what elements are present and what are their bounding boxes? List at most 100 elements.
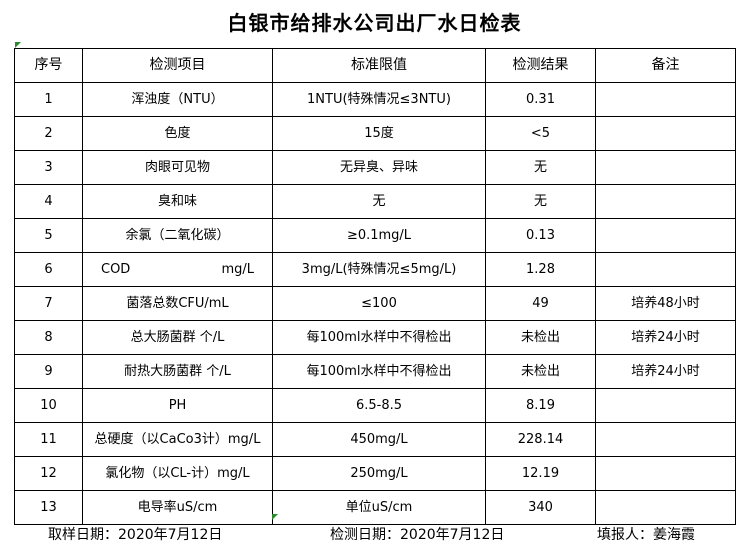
column-header-item: 检测项目	[82, 48, 273, 83]
cell-res-text: 无	[533, 194, 547, 209]
cell-std-text: 无	[372, 194, 386, 209]
cell-res: 8.19	[485, 388, 596, 423]
cell-std: 3mg/L(特殊情况≤5mg/L)	[272, 252, 486, 287]
cell-std: 15度	[272, 116, 486, 151]
cell-std-text: 无异臭、异味	[339, 160, 418, 175]
cell-item-text: 臭和味	[157, 194, 197, 209]
cell-res-text: <5	[530, 126, 551, 141]
cell-std-text: 3mg/L(特殊情况≤5mg/L)	[301, 262, 457, 277]
cell-item: 余氯（二氧化碳）	[82, 218, 273, 253]
cell-item: 电导率uS/cm	[82, 490, 273, 525]
cell-res: 0.31	[485, 82, 596, 117]
cell-res-text: 无	[533, 160, 547, 175]
cell-no: 10	[14, 388, 83, 423]
cell-item: 菌落总数CFU/mL	[82, 286, 273, 321]
water-quality-table: 序号 检测项目 标准限值 检测结果 备注 1 浑浊度（NTU） 1NTU(特殊情况≤…	[14, 48, 736, 525]
cell-item-text: 余氯（二氧化碳）	[125, 228, 230, 243]
cell-res-text: 1.28	[526, 262, 555, 277]
cell-item-text: 总硬度（以CaCo3计）mg/L	[94, 432, 261, 447]
cell-note	[595, 184, 736, 219]
cell-note	[595, 422, 736, 457]
cell-std-text: 1NTU(特殊情况≤3NTU)	[307, 92, 451, 107]
cell-no: 5	[14, 218, 83, 253]
cell-res: 228.14	[485, 422, 596, 457]
column-header-res: 检测结果	[485, 48, 596, 83]
cell-note	[595, 150, 736, 185]
cell-res: 340	[485, 490, 596, 525]
cell-note-text: 培养24小时	[631, 330, 700, 345]
cell-no: 4	[14, 184, 83, 219]
cell-std-text: 450mg/L	[350, 432, 408, 447]
cell-res-text: 未检出	[520, 330, 560, 345]
cell-no-text: 3	[44, 160, 53, 175]
cell-res: 未检出	[485, 320, 596, 355]
cell-std: ≥0.1mg/L	[272, 218, 486, 253]
cell-note	[595, 218, 736, 253]
cell-no: 2	[14, 116, 83, 151]
cell-std-text: ≤100	[361, 296, 397, 311]
cell-no-text: 12	[40, 466, 57, 481]
cell-item-text: 色度	[164, 126, 191, 141]
cell-note	[595, 116, 736, 151]
cell-item-text: PH	[168, 398, 187, 413]
cell-no: 1	[14, 82, 83, 117]
cell-no-text: 2	[44, 126, 53, 141]
cell-no-text: 5	[44, 228, 53, 243]
table-row: 13 电导率uS/cm 单位uS/cm 340	[14, 490, 736, 525]
cell-res: 12.19	[485, 456, 596, 491]
cell-item-text: 氯化物（以CL-计）mg/L	[105, 466, 250, 481]
cell-no: 8	[14, 320, 83, 355]
cell-std: 单位uS/cm	[272, 490, 486, 525]
cell-item-text: 耐热大肠菌群 个/L	[124, 364, 231, 379]
cell-item-text: 电导率uS/cm	[137, 500, 218, 515]
cell-no: 3	[14, 150, 83, 185]
cell-item: 浑浊度（NTU）	[82, 82, 273, 117]
reporter-label: 填报人：姜海霞	[597, 527, 695, 543]
cell-no-text: 10	[40, 398, 57, 413]
cell-std: 250mg/L	[272, 456, 486, 491]
cell-res-text: 0.31	[526, 92, 555, 107]
cell-res-text: 0.13	[526, 228, 555, 243]
table-row: 5 余氯（二氧化碳） ≥0.1mg/L 0.13	[14, 218, 736, 253]
column-header-std: 标准限值	[272, 48, 486, 83]
cell-item: 总大肠菌群 个/L	[82, 320, 273, 355]
cell-note	[595, 82, 736, 117]
cell-no-text: 11	[40, 432, 57, 447]
cell-item: 总硬度（以CaCo3计）mg/L	[82, 422, 273, 457]
cell-std: 每100ml水样中不得检出	[272, 320, 486, 355]
cell-res: 49	[485, 286, 596, 321]
cell-no-text: 1	[44, 92, 53, 107]
cell-no-text: 6	[44, 262, 53, 277]
table-row: 1 浑浊度（NTU） 1NTU(特殊情况≤3NTU) 0.31	[14, 82, 736, 117]
cell-corner-marker-bottom	[272, 514, 278, 520]
cell-corner-marker-top-left	[15, 42, 21, 48]
cell-note: 培养24小时	[595, 354, 736, 389]
cell-no-text: 13	[40, 500, 57, 515]
cell-std-text: 250mg/L	[350, 466, 408, 481]
cell-no: 13	[14, 490, 83, 525]
table-row: 8 总大肠菌群 个/L 每100ml水样中不得检出 未检出 培养24小时	[14, 320, 736, 355]
cell-no: 11	[14, 422, 83, 457]
table-row: 9 耐热大肠菌群 个/L 每100ml水样中不得检出 未检出 培养24小时	[14, 354, 736, 389]
cell-std-text: 单位uS/cm	[345, 500, 413, 515]
cell-no-text: 7	[44, 296, 53, 311]
cell-no: 7	[14, 286, 83, 321]
cell-item-text: 肉眼可见物	[144, 160, 210, 175]
footer: 取样日期：2020年7月12日 检测日期：2020年7月12日 填报人：姜海霞	[14, 522, 735, 548]
cell-note-text: 培养48小时	[631, 296, 700, 311]
cell-item-unit: mg/L	[221, 262, 254, 277]
cell-item: COD mg/L	[82, 252, 273, 287]
cell-res-text: 未检出	[520, 364, 560, 379]
cell-item-text: 菌落总数CFU/mL	[126, 296, 229, 311]
cell-std-text: 每100ml水样中不得检出	[306, 330, 452, 345]
cell-item: PH	[82, 388, 273, 423]
cell-no-text: 4	[44, 194, 53, 209]
table-row: 7 菌落总数CFU/mL ≤100 49 培养48小时	[14, 286, 736, 321]
cell-item-split: COD mg/L	[85, 262, 270, 277]
cell-item: 氯化物（以CL-计）mg/L	[82, 456, 273, 491]
cell-std: 无	[272, 184, 486, 219]
cell-item: 臭和味	[82, 184, 273, 219]
column-header-note: 备注	[595, 48, 736, 83]
cell-item: 耐热大肠菌群 个/L	[82, 354, 273, 389]
table-row: 11 总硬度（以CaCo3计）mg/L 450mg/L 228.14	[14, 422, 736, 457]
